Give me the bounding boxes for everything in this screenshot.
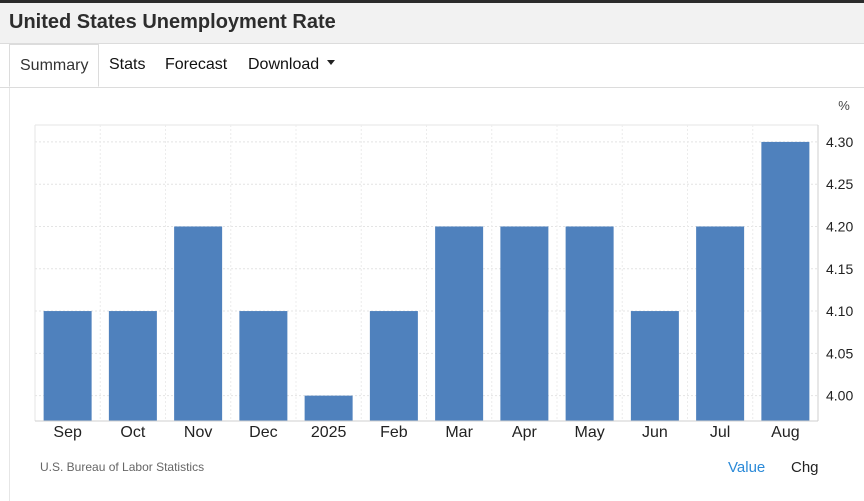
tab-stats[interactable]: Stats bbox=[109, 56, 146, 73]
tab-download[interactable]: Download bbox=[248, 44, 336, 86]
bar-may[interactable] bbox=[565, 226, 614, 421]
caret-down-icon bbox=[327, 60, 336, 66]
bars bbox=[43, 141, 810, 421]
value-toggle-link[interactable]: Value bbox=[728, 459, 766, 476]
grid-lines bbox=[34, 124, 818, 421]
x-tick-label: 2025 bbox=[311, 424, 347, 441]
x-tick-label: Jul bbox=[710, 424, 730, 441]
x-tick-label: Oct bbox=[120, 424, 145, 441]
bar-2025[interactable] bbox=[304, 395, 353, 421]
left-divider bbox=[9, 88, 10, 501]
y-tick-label: 4.05 bbox=[826, 345, 853, 361]
tab-bar: Summary Stats Forecast Download bbox=[0, 44, 864, 88]
tab-forecast[interactable]: Forecast bbox=[165, 56, 228, 73]
bar-aug[interactable] bbox=[761, 141, 810, 421]
bar-mar[interactable] bbox=[435, 226, 484, 421]
y-tick-label: 4.30 bbox=[826, 134, 853, 150]
y-tick-label: 4.20 bbox=[826, 218, 853, 234]
x-tick-label: Sep bbox=[53, 424, 82, 441]
bar-oct[interactable] bbox=[108, 311, 157, 421]
tab-summary[interactable]: Summary bbox=[9, 44, 100, 87]
tab-download-label: Download bbox=[248, 56, 320, 73]
page-title: United States Unemployment Rate bbox=[9, 11, 336, 33]
y-tick-label: 4.10 bbox=[826, 303, 853, 319]
x-tick-label: Dec bbox=[249, 424, 277, 441]
x-tick-label: May bbox=[575, 424, 605, 441]
axes: 4.00 4.05 4.10 4.15 4.20 4.25 4.30 Sep Oct Nov Dec… bbox=[35, 125, 853, 441]
x-tick-label: Feb bbox=[380, 424, 408, 441]
top-rule bbox=[0, 0, 864, 3]
bar-sep[interactable] bbox=[43, 311, 92, 421]
x-tick-label: Jun bbox=[642, 424, 668, 441]
bar-feb[interactable] bbox=[369, 311, 418, 421]
bar-dec[interactable] bbox=[239, 311, 288, 421]
bar-jul[interactable] bbox=[696, 226, 745, 421]
y-tick-label: 4.15 bbox=[826, 261, 853, 277]
x-tick-label: Mar bbox=[445, 424, 473, 441]
data-source: U.S. Bureau of Labor Statistics bbox=[40, 460, 205, 474]
title-bar: United States Unemployment Rate bbox=[0, 3, 864, 44]
y-tick-label: 4.00 bbox=[826, 388, 853, 404]
unemployment-bar-chart: 4.00 4.05 4.10 4.15 4.20 4.25 4.30 Sep Oct Nov Dec… bbox=[34, 98, 853, 441]
bar-jun[interactable] bbox=[630, 311, 679, 421]
y-tick-label: 4.25 bbox=[826, 176, 853, 192]
bar-apr[interactable] bbox=[500, 226, 549, 421]
chg-toggle-link[interactable]: Chg bbox=[791, 459, 819, 476]
bar-nov[interactable] bbox=[174, 226, 223, 421]
x-tick-label: Apr bbox=[512, 424, 538, 441]
x-tick-label: Nov bbox=[184, 424, 212, 441]
x-tick-label: Aug bbox=[771, 424, 799, 441]
y-axis-unit-label: % bbox=[838, 98, 850, 113]
